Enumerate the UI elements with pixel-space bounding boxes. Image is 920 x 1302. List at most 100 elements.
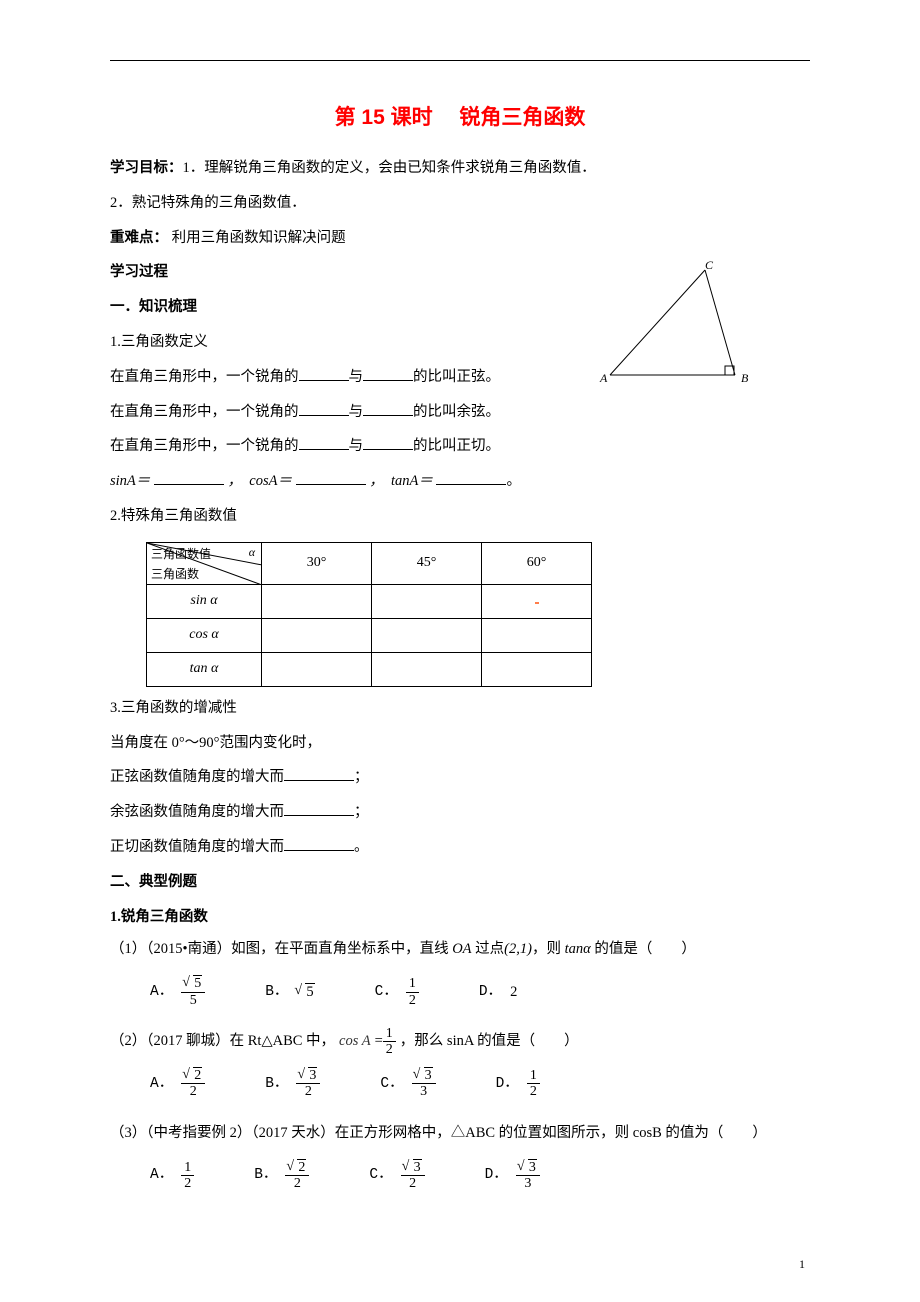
q1: （1）（2015•南通）如图，在平面直角坐标系中，直线 OA 过点(2,1)，则… bbox=[110, 934, 810, 966]
q3-optA: A．12 bbox=[150, 1160, 194, 1192]
txt: 过点 bbox=[472, 941, 505, 957]
d: 2 bbox=[527, 1084, 540, 1099]
q3-options: A．12 B．22 C．32 D．33 bbox=[110, 1160, 810, 1192]
s1-line2: 在直角三角形中，一个锐角的与的比叫余弦。 bbox=[110, 395, 810, 430]
txt: ，则 bbox=[532, 941, 565, 957]
d: 3 bbox=[521, 1176, 534, 1191]
lbl: D． bbox=[496, 1077, 519, 1092]
txt: 的比叫正切。 bbox=[413, 438, 500, 454]
blank bbox=[296, 471, 366, 486]
vertex-C: C bbox=[705, 260, 714, 272]
txt: （1）（2015•南通）如图，在平面直角坐标系中，直线 bbox=[110, 941, 452, 957]
blank bbox=[299, 401, 349, 416]
page-number: 1 bbox=[799, 1257, 805, 1272]
q3-optB: B． 22 bbox=[254, 1160, 309, 1192]
vertex-A: A bbox=[599, 371, 608, 385]
txt: ； bbox=[354, 804, 369, 820]
q2-optC: C． 33 bbox=[380, 1068, 435, 1100]
oa: OA bbox=[452, 941, 471, 957]
txt: 在直角三角形中，一个锐角的 bbox=[110, 404, 299, 420]
lbl: C． bbox=[375, 985, 398, 1000]
n: 2 bbox=[297, 1159, 306, 1175]
txt: 与 bbox=[349, 438, 364, 454]
txt: 的值是（ ） bbox=[591, 941, 696, 957]
lbl: B． bbox=[265, 985, 288, 1000]
d: 2 bbox=[181, 1176, 194, 1191]
lbl: C． bbox=[369, 1168, 392, 1183]
txt: cos α bbox=[189, 627, 219, 642]
lbl: D． bbox=[485, 1168, 508, 1183]
d: 5 bbox=[187, 993, 200, 1008]
lbl: C． bbox=[380, 1077, 403, 1092]
blank bbox=[154, 471, 224, 486]
txt: （3）（中考指要例 2）（2017 天水）在正方形网格中，△ABC 的位置如图所… bbox=[110, 1125, 767, 1141]
top-rule bbox=[110, 60, 810, 61]
col-30: 30° bbox=[262, 542, 372, 584]
txt: ，那么 sinA 的值是（ ） bbox=[400, 1026, 579, 1058]
txt: tan α bbox=[190, 661, 219, 676]
s1-line3: 在直角三角形中，一个锐角的与的比叫正切。 bbox=[110, 429, 810, 464]
n: 5 bbox=[305, 983, 314, 1000]
q1-optD: D．2 bbox=[479, 985, 517, 1000]
difficulty-line: 重难点： 利用三角函数知识解决问题 bbox=[110, 221, 810, 256]
goal-label: 学习目标： bbox=[110, 160, 183, 176]
cosA: ， cosA＝ bbox=[228, 473, 292, 489]
txt: 在直角三角形中，一个锐角的 bbox=[110, 369, 299, 385]
goal-line-1: 学习目标：1．理解锐角三角函数的定义，会由已知条件求锐角三角函数值． bbox=[110, 151, 810, 186]
txt: 正弦函数值随角度的增大而 bbox=[110, 769, 284, 785]
d: 3 bbox=[417, 1084, 430, 1099]
txt: 与 bbox=[349, 369, 364, 385]
blank bbox=[299, 436, 349, 451]
pt: (2,1) bbox=[504, 941, 532, 957]
hdr1: 三角函数值 bbox=[151, 545, 211, 562]
blank bbox=[363, 401, 413, 416]
cosA: cos A bbox=[339, 1026, 371, 1058]
s3-l4: 正切函数值随角度的增大而 。 bbox=[110, 830, 810, 865]
lbl: B． bbox=[265, 1077, 288, 1092]
txt: 。 bbox=[354, 839, 369, 855]
n: 1 bbox=[383, 1026, 396, 1042]
n: 2 bbox=[193, 1067, 202, 1083]
tana: tanα bbox=[565, 941, 591, 957]
trig-table: α 三角函数值 三角函数 30° 45° 60° sin α cos α tan… bbox=[146, 542, 592, 687]
d: 2 bbox=[187, 1084, 200, 1099]
cell bbox=[482, 618, 592, 652]
s3-l3: 余弦函数值随角度的增大而 ； bbox=[110, 795, 810, 830]
sinA: sinA＝ bbox=[110, 473, 150, 489]
n: 3 bbox=[413, 1159, 422, 1175]
txt: ； bbox=[354, 769, 369, 785]
n: 3 bbox=[424, 1067, 433, 1083]
right-triangle-diagram: C A B bbox=[595, 260, 755, 390]
blank bbox=[363, 366, 413, 381]
col-60: 60° bbox=[482, 542, 592, 584]
marker bbox=[535, 602, 539, 604]
lbl: B． bbox=[254, 1168, 277, 1183]
cell bbox=[262, 584, 372, 618]
vertex-B: B bbox=[741, 371, 749, 385]
n: 3 bbox=[528, 1159, 537, 1175]
blank bbox=[363, 436, 413, 451]
table-corner: α 三角函数值 三角函数 bbox=[147, 542, 262, 584]
tanA: ， tanA＝ bbox=[369, 473, 433, 489]
cell bbox=[262, 618, 372, 652]
n: 1 bbox=[406, 976, 419, 992]
q2-optA: A．22 bbox=[150, 1068, 205, 1100]
q1-optC: C．12 bbox=[375, 976, 419, 1008]
lbl: A． bbox=[150, 985, 173, 1000]
s3-l1: 当角度在 0°～90°范围内变化时， bbox=[110, 726, 810, 761]
cell bbox=[372, 584, 482, 618]
d: 2 bbox=[291, 1176, 304, 1191]
s3-head: 3.三角函数的增减性 bbox=[110, 691, 810, 726]
txt: 正切函数值随角度的增大而 bbox=[110, 839, 284, 855]
q1-optB: B． 5 bbox=[265, 985, 314, 1000]
n: 3 bbox=[308, 1067, 317, 1083]
d: 2 bbox=[302, 1084, 315, 1099]
section2-sub1: 1.锐角三角函数 bbox=[110, 900, 810, 935]
cell bbox=[372, 618, 482, 652]
q2-optD: D．12 bbox=[496, 1068, 540, 1100]
txt: 余弦函数值随角度的增大而 bbox=[110, 804, 284, 820]
cell bbox=[372, 652, 482, 686]
txt: 的比叫余弦。 bbox=[413, 404, 500, 420]
s1-formula: sinA＝ ， cosA＝ ， tanA＝ 。 bbox=[110, 464, 810, 499]
txt: （2）（2017 聊城）在 Rt△ABC 中， bbox=[110, 1026, 335, 1058]
